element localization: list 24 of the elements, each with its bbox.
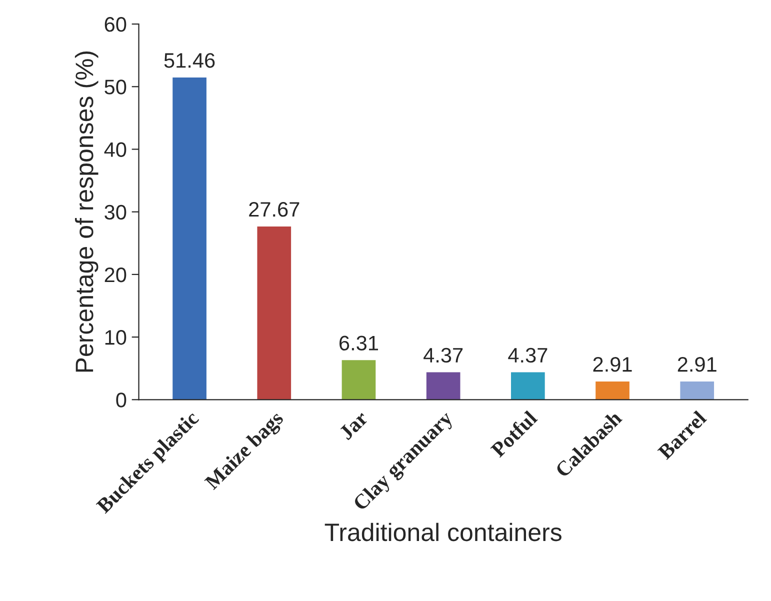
bar [172,78,206,400]
data-label: 27.67 [249,202,300,217]
y-tick-label: 30 [104,204,126,220]
data-label: 4.37 [508,348,548,363]
data-label: 4.37 [424,348,463,363]
y-axis-title: Percentage of responses (%) [74,52,98,372]
y-tick-label: 20 [104,267,126,282]
data-label: 51.46 [164,53,215,68]
y-tick-label: 60 [104,17,126,32]
y-tick-label: 10 [105,330,126,345]
x-tick-label: Jar [338,410,369,440]
x-axis-title: Traditional containers [324,522,562,542]
data-label: 2.91 [678,357,716,372]
y-tick-label: 0 [116,392,126,408]
bar [426,372,460,400]
bar [257,226,292,400]
data-label: 6.31 [340,336,378,350]
data-label: 2.91 [593,357,632,372]
y-tick-label: 40 [104,142,126,157]
bar [511,372,545,400]
bar [342,360,376,400]
y-tick-label: 50 [104,80,126,94]
bar [596,381,630,400]
bar [680,381,714,400]
